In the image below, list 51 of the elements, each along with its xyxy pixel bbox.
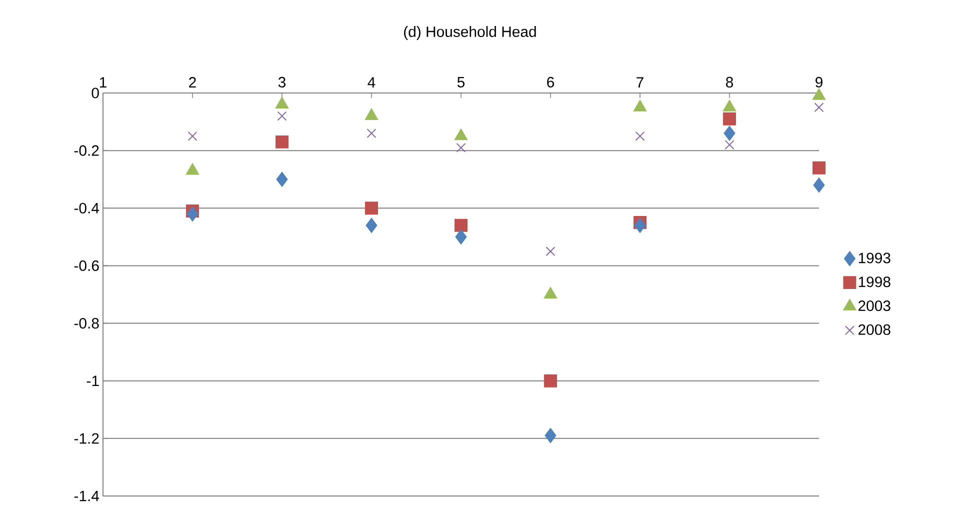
point: [454, 128, 468, 140]
point: [186, 206, 198, 222]
point: [275, 97, 289, 108]
x-tick-label: 3: [278, 76, 286, 88]
point: [724, 140, 734, 150]
point: [277, 111, 287, 121]
point: [813, 178, 825, 193]
point: [365, 202, 378, 215]
x-tick-label: 5: [457, 77, 465, 88]
point: [454, 218, 468, 232]
point: [364, 108, 378, 120]
y-tick-label: -0.2: [74, 145, 99, 156]
y-tick-label: -1.2: [74, 433, 99, 444]
point: [814, 102, 824, 112]
point: [366, 218, 378, 233]
chart-title: (d) Household Head: [404, 26, 536, 40]
point: [366, 128, 376, 138]
x-tick-label: 7: [636, 77, 644, 88]
point: [186, 163, 200, 175]
x-tick-label: 8: [726, 76, 733, 88]
point: [544, 374, 557, 388]
point: [635, 131, 645, 141]
x-tick-label: 1: [100, 77, 106, 88]
y-tick-label: -0.4: [74, 202, 100, 214]
legend-label: 2003: [858, 300, 890, 312]
point: [723, 112, 736, 126]
point: [812, 88, 826, 100]
y-tick-label: -1.4: [74, 490, 100, 502]
y-tick-label: -1: [86, 376, 99, 386]
point: [724, 126, 736, 141]
x-tick-label: 6: [547, 76, 554, 88]
legend-label: 1998: [858, 276, 890, 288]
legend-label: 2008: [858, 324, 890, 335]
y-tick-label: -0.6: [74, 260, 99, 271]
point: [633, 100, 647, 112]
y-tick-label: -0.8: [74, 318, 99, 329]
point: [544, 428, 556, 444]
point: [722, 100, 736, 112]
point: [276, 172, 288, 187]
x-tick-label: 2: [189, 77, 196, 88]
point: [455, 229, 467, 244]
x-tick-label: 4: [368, 77, 376, 88]
point: [634, 218, 646, 233]
legend-label: 1993: [858, 252, 890, 264]
point: [546, 246, 556, 256]
point: [456, 142, 466, 152]
point: [188, 131, 198, 141]
point: [812, 161, 826, 174]
point: [276, 135, 288, 148]
y-tick-label: 0: [92, 88, 99, 98]
x-tick-label: 9: [816, 76, 822, 88]
